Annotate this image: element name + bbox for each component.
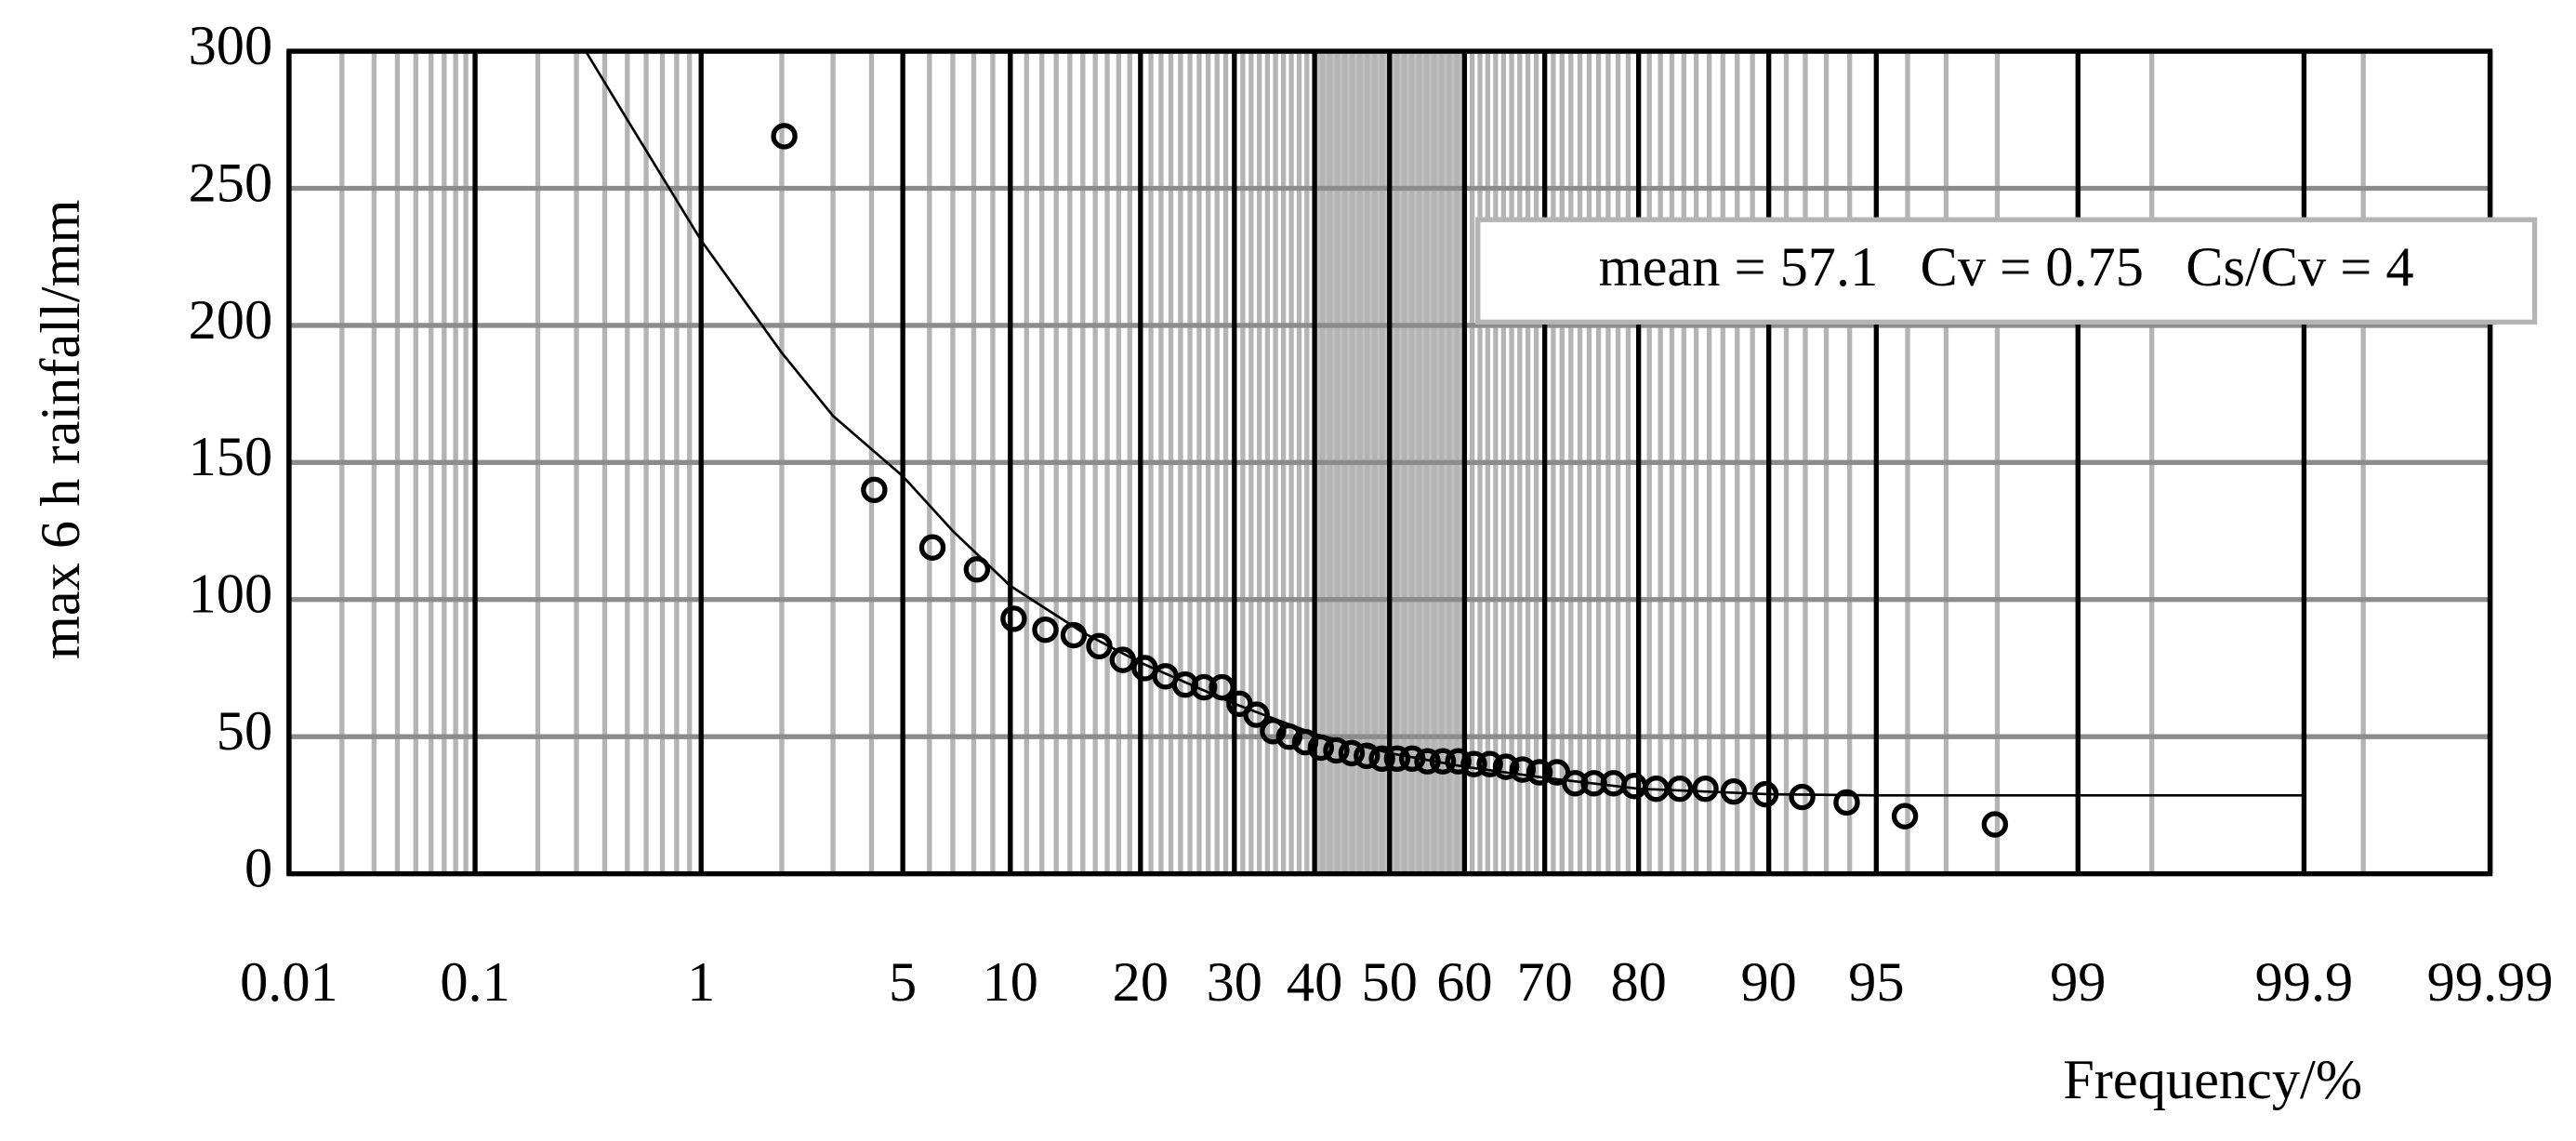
y-tick-label: 200 xyxy=(189,289,273,352)
x-tick-label: 99.99 xyxy=(2427,951,2554,1014)
x-axis-label: Frequency/% xyxy=(2063,1049,2362,1111)
data-point xyxy=(1460,750,1487,777)
data-point xyxy=(1414,748,1441,775)
data-point xyxy=(1307,734,1335,762)
data-point xyxy=(1398,745,1426,772)
x-tick-label: 10 xyxy=(983,951,1038,1014)
y-tick-label: 100 xyxy=(189,564,273,626)
fitted-curve xyxy=(584,50,2305,797)
data-point xyxy=(1476,750,1503,777)
annotation: mean = 57.1 Cv = 0.75 Cs/Cv = 4 xyxy=(1599,236,2414,299)
annotation-box xyxy=(1475,217,2538,325)
x-tick-label: 95 xyxy=(1848,951,1904,1014)
data-point xyxy=(1323,736,1350,764)
x-tick-label: 50 xyxy=(1362,951,1418,1014)
y-tick-label: 50 xyxy=(217,700,272,763)
x-tick-label: 99 xyxy=(2050,951,2106,1014)
data-point xyxy=(1109,646,1137,673)
x-tick-label: 99.9 xyxy=(2255,951,2354,1014)
data-point xyxy=(1354,742,1380,770)
y-tick-label: 250 xyxy=(189,152,273,214)
x-tick-label: 80 xyxy=(1610,951,1666,1014)
x-tick-label: 1 xyxy=(687,951,715,1014)
data-point xyxy=(1789,783,1816,811)
data-point xyxy=(1509,756,1537,783)
data-point xyxy=(1526,759,1553,786)
x-tick-label: 70 xyxy=(1516,951,1572,1014)
x-tick-label: 5 xyxy=(889,951,917,1014)
x-tick-label: 40 xyxy=(1287,951,1342,1014)
x-tick-label: 90 xyxy=(1740,951,1796,1014)
data-point xyxy=(1209,673,1235,701)
x-tick-label: 60 xyxy=(1436,951,1492,1014)
data-point xyxy=(1981,811,2009,838)
data-point xyxy=(1260,718,1287,745)
data-point xyxy=(1692,775,1719,803)
data-point xyxy=(963,556,991,583)
data-point xyxy=(1720,777,1748,805)
data-point xyxy=(1666,775,1694,803)
data-point xyxy=(1060,621,1088,649)
x-tick-label: 0.1 xyxy=(440,951,509,1014)
data-point xyxy=(1562,770,1589,797)
data-point xyxy=(1000,605,1027,632)
data-point xyxy=(861,476,888,504)
x-tick-label: 20 xyxy=(1113,951,1169,1014)
y-axis-label: max 6 h rainfall/mm xyxy=(30,199,92,659)
data-point xyxy=(918,534,946,561)
data-point xyxy=(1086,632,1113,660)
data-point xyxy=(1445,748,1472,775)
data-point xyxy=(1275,723,1303,750)
data-point xyxy=(771,123,798,150)
data-point xyxy=(1291,728,1319,756)
data-point xyxy=(1833,789,1860,816)
data-point xyxy=(1383,745,1411,772)
data-point xyxy=(1891,803,1919,829)
y-tick-label: 150 xyxy=(189,426,273,488)
data-point xyxy=(1368,745,1395,772)
data-point xyxy=(1492,753,1520,780)
x-tick-label: 0.01 xyxy=(240,951,338,1014)
plot-frame xyxy=(286,48,2493,877)
y-tick-label: 0 xyxy=(244,837,272,899)
y-tick-label: 300 xyxy=(189,15,273,77)
data-point xyxy=(1243,701,1270,728)
data-point xyxy=(1429,748,1457,775)
data-point xyxy=(1751,780,1779,808)
data-point xyxy=(1338,739,1366,767)
x-tick-label: 30 xyxy=(1207,951,1262,1014)
data-point xyxy=(1032,616,1059,643)
data-point xyxy=(1190,673,1218,701)
